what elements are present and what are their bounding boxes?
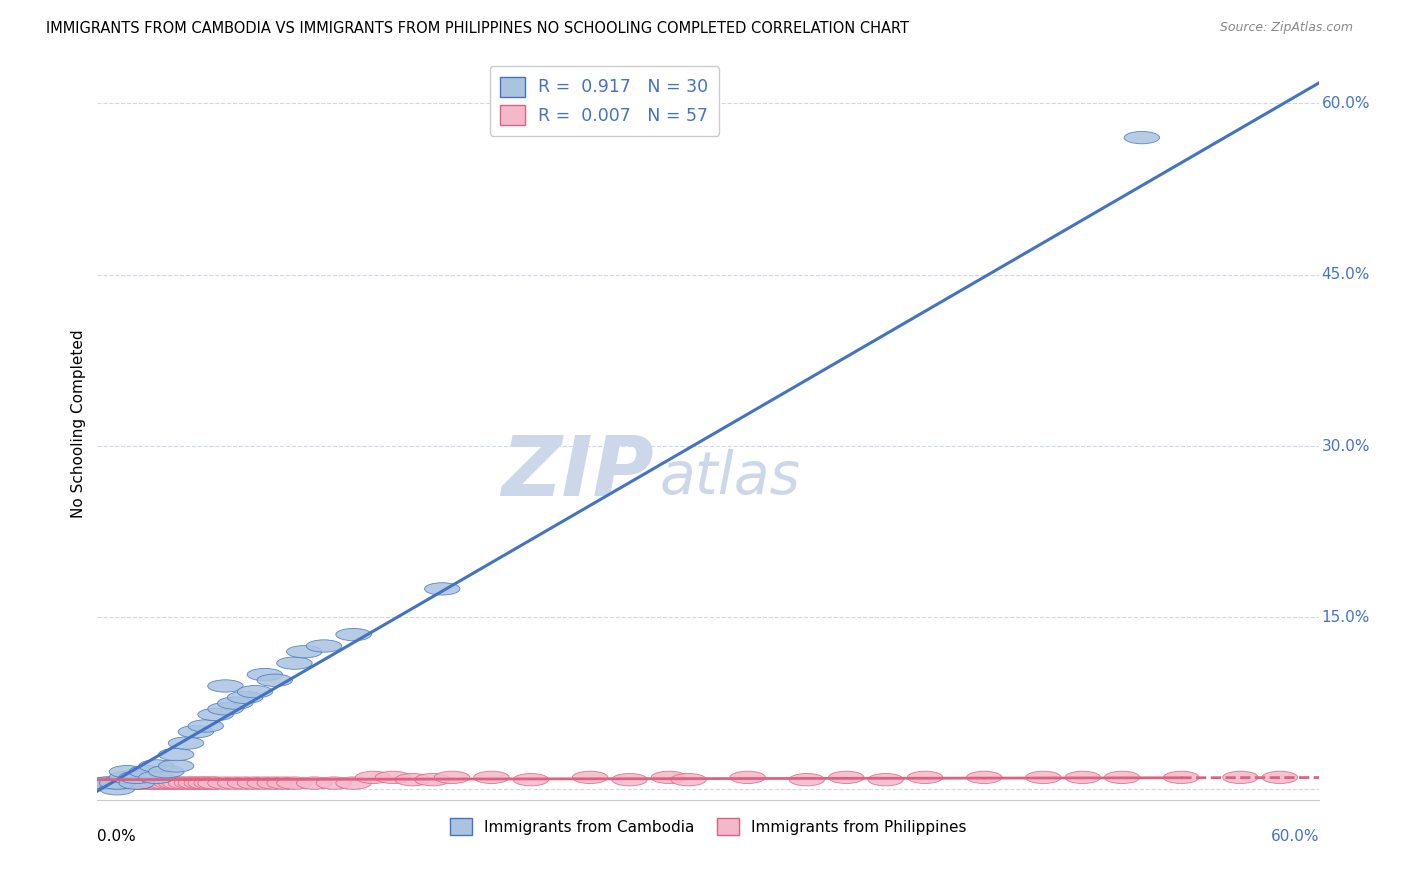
- Ellipse shape: [188, 720, 224, 732]
- Ellipse shape: [159, 777, 194, 789]
- Ellipse shape: [179, 777, 214, 789]
- Ellipse shape: [277, 657, 312, 669]
- Ellipse shape: [257, 777, 292, 789]
- Ellipse shape: [208, 777, 243, 789]
- Ellipse shape: [129, 777, 165, 789]
- Ellipse shape: [90, 777, 125, 789]
- Ellipse shape: [149, 777, 184, 789]
- Ellipse shape: [651, 772, 686, 783]
- Ellipse shape: [277, 777, 312, 789]
- Ellipse shape: [307, 640, 342, 652]
- Ellipse shape: [194, 777, 229, 789]
- Ellipse shape: [966, 772, 1002, 783]
- Ellipse shape: [612, 773, 647, 786]
- Text: Source: ZipAtlas.com: Source: ZipAtlas.com: [1219, 21, 1353, 34]
- Legend: Immigrants from Cambodia, Immigrants from Philippines: Immigrants from Cambodia, Immigrants fro…: [444, 812, 973, 841]
- Ellipse shape: [100, 782, 135, 795]
- Ellipse shape: [149, 765, 184, 778]
- Ellipse shape: [174, 777, 209, 789]
- Ellipse shape: [789, 773, 824, 786]
- Ellipse shape: [513, 773, 548, 786]
- Ellipse shape: [218, 697, 253, 709]
- Ellipse shape: [434, 772, 470, 783]
- Ellipse shape: [169, 777, 204, 789]
- Ellipse shape: [162, 777, 198, 789]
- Ellipse shape: [110, 772, 145, 783]
- Text: IMMIGRANTS FROM CAMBODIA VS IMMIGRANTS FROM PHILIPPINES NO SCHOOLING COMPLETED C: IMMIGRANTS FROM CAMBODIA VS IMMIGRANTS F…: [46, 21, 910, 36]
- Ellipse shape: [247, 777, 283, 789]
- Ellipse shape: [267, 777, 302, 789]
- Ellipse shape: [100, 777, 135, 789]
- Ellipse shape: [730, 772, 765, 783]
- Text: ZIP: ZIP: [501, 432, 654, 513]
- Ellipse shape: [1064, 772, 1101, 783]
- Ellipse shape: [110, 765, 145, 778]
- Ellipse shape: [297, 777, 332, 789]
- Ellipse shape: [238, 686, 273, 698]
- Ellipse shape: [1164, 772, 1199, 783]
- Ellipse shape: [425, 582, 460, 595]
- Ellipse shape: [257, 674, 292, 687]
- Ellipse shape: [1105, 772, 1140, 783]
- Ellipse shape: [208, 703, 243, 715]
- Ellipse shape: [356, 772, 391, 783]
- Ellipse shape: [120, 772, 155, 783]
- Ellipse shape: [375, 772, 411, 783]
- Text: atlas: atlas: [659, 449, 800, 506]
- Ellipse shape: [188, 777, 224, 789]
- Ellipse shape: [155, 777, 190, 789]
- Ellipse shape: [184, 777, 219, 789]
- Ellipse shape: [159, 760, 194, 772]
- Text: 0.0%: 0.0%: [97, 829, 136, 844]
- Ellipse shape: [135, 777, 170, 789]
- Ellipse shape: [671, 773, 706, 786]
- Ellipse shape: [1223, 772, 1258, 783]
- Ellipse shape: [145, 777, 180, 789]
- Ellipse shape: [828, 772, 863, 783]
- Text: 45.0%: 45.0%: [1322, 268, 1369, 282]
- Ellipse shape: [1263, 772, 1298, 783]
- Ellipse shape: [228, 777, 263, 789]
- Text: 60.0%: 60.0%: [1322, 95, 1371, 111]
- Ellipse shape: [415, 773, 450, 786]
- Text: 15.0%: 15.0%: [1322, 610, 1369, 625]
- Y-axis label: No Schooling Completed: No Schooling Completed: [72, 329, 86, 517]
- Ellipse shape: [103, 777, 139, 789]
- Ellipse shape: [198, 777, 233, 789]
- Text: 30.0%: 30.0%: [1322, 439, 1371, 453]
- Ellipse shape: [247, 668, 283, 681]
- Ellipse shape: [336, 628, 371, 640]
- Text: 60.0%: 60.0%: [1271, 829, 1319, 844]
- Ellipse shape: [96, 777, 131, 789]
- Ellipse shape: [238, 777, 273, 789]
- Ellipse shape: [139, 760, 174, 772]
- Ellipse shape: [208, 680, 243, 692]
- Ellipse shape: [868, 773, 904, 786]
- Ellipse shape: [572, 772, 607, 783]
- Ellipse shape: [228, 691, 263, 704]
- Ellipse shape: [115, 777, 150, 789]
- Ellipse shape: [139, 772, 174, 783]
- Ellipse shape: [474, 772, 509, 783]
- Ellipse shape: [198, 708, 233, 721]
- Ellipse shape: [1025, 772, 1062, 783]
- Ellipse shape: [1125, 131, 1160, 144]
- Ellipse shape: [100, 777, 135, 789]
- Ellipse shape: [110, 777, 145, 789]
- Ellipse shape: [90, 777, 125, 789]
- Ellipse shape: [907, 772, 943, 783]
- Ellipse shape: [159, 748, 194, 761]
- Ellipse shape: [179, 725, 214, 738]
- Ellipse shape: [129, 765, 165, 778]
- Ellipse shape: [122, 777, 159, 789]
- Ellipse shape: [120, 777, 155, 789]
- Ellipse shape: [139, 777, 174, 789]
- Ellipse shape: [395, 773, 430, 786]
- Ellipse shape: [316, 777, 352, 789]
- Ellipse shape: [169, 737, 204, 749]
- Ellipse shape: [336, 777, 371, 789]
- Ellipse shape: [287, 646, 322, 658]
- Ellipse shape: [218, 777, 253, 789]
- Ellipse shape: [120, 777, 155, 789]
